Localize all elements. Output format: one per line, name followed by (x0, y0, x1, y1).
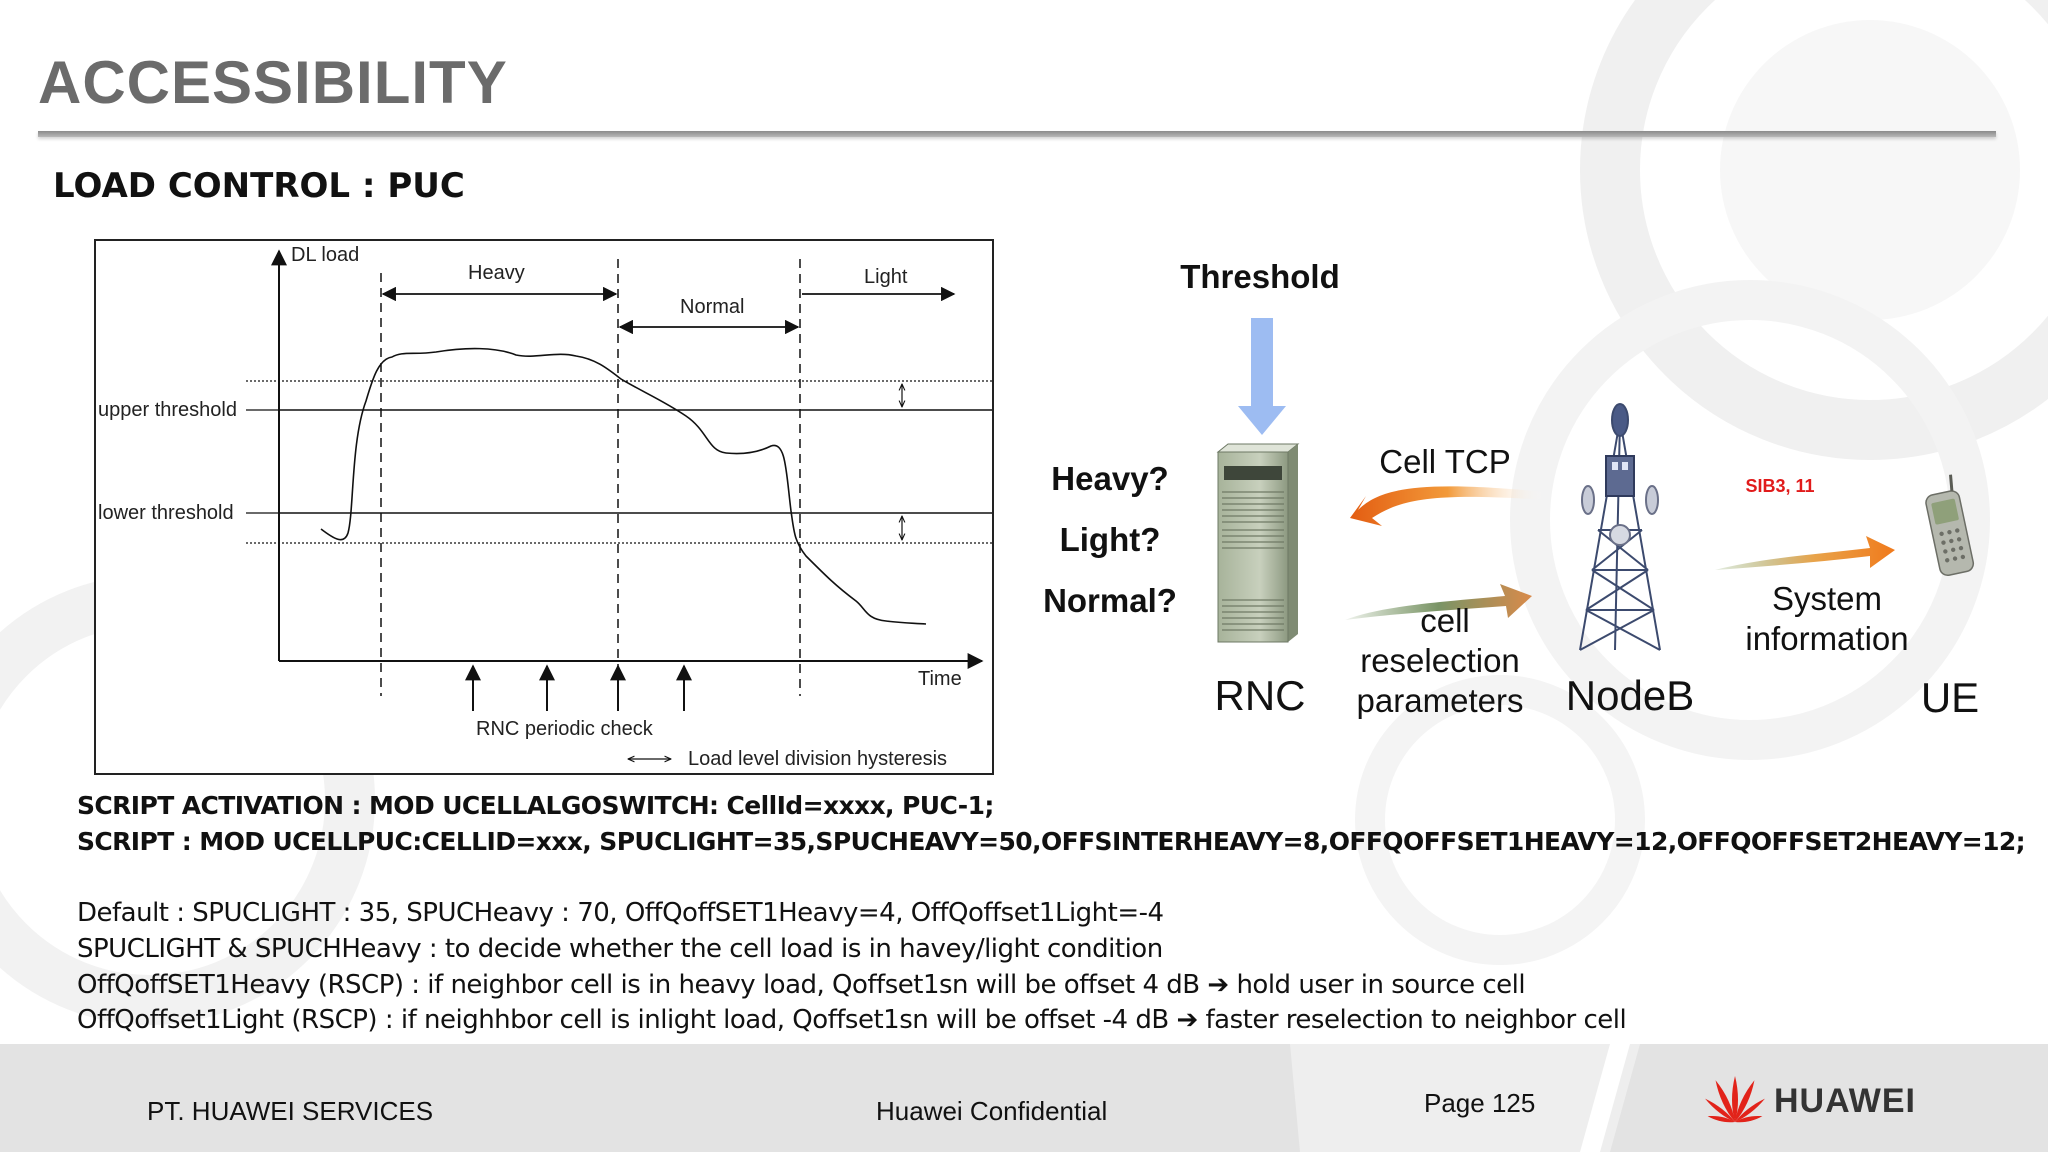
sib-label: SIB3, 11 (1745, 476, 1815, 496)
title-divider (38, 131, 1996, 137)
cell-reselection-line-2: reselection (1360, 642, 1520, 679)
question-normal: Normal? (1043, 582, 1177, 619)
slide-subtitle: LOAD CONTROL : PUC (53, 166, 465, 206)
system-info-line-2: information (1745, 620, 1909, 657)
note-heavy: OffQoffSET1Heavy (RSCP) : if neighbor ce… (77, 970, 1526, 1000)
rnc-label: RNC (1214, 672, 1306, 719)
huawei-flower-icon (1705, 1076, 1765, 1123)
threshold-arrow (1238, 318, 1286, 435)
note-default: Default : SPUCLIGHT : 35, SPUCHeavy : 70… (77, 898, 1164, 928)
nodeb-tower-icon (1579, 403, 1661, 651)
slide-title: ACCESSIBILITY (38, 49, 508, 116)
footer-decoration (1290, 1044, 1640, 1152)
note-light-result: faster reselection to neighbor cell (1205, 1005, 1627, 1035)
note-light: OffQoffset1Light (RSCP) : if neighhbor c… (77, 1005, 1627, 1035)
right-arrow-icon: ➔ (1207, 970, 1229, 1000)
cell-tcp-label: Cell TCP (1379, 443, 1511, 480)
rnc-server-icon (1216, 443, 1300, 643)
ue-label: UE (1920, 674, 1980, 721)
question-light: Light? (1059, 521, 1161, 558)
x-axis-label: Time (918, 668, 962, 690)
note-spuc: SPUCLIGHT & SPUCHHeavy : to decide wheth… (77, 934, 1163, 964)
note-heavy-text: OffQoffSET1Heavy (RSCP) : if neighbor ce… (77, 970, 1200, 1000)
footer-company: PT. HUAWEI SERVICES (147, 1096, 434, 1126)
cell-reselection-arrow (1345, 584, 1532, 620)
upper-threshold-label: upper threshold (98, 399, 237, 421)
hysteresis-legend-label: Load level division hysteresis (688, 748, 947, 770)
slide-footer: PT. HUAWEI SERVICES Huawei Confidential … (0, 1044, 2048, 1152)
light-zone-label: Light (864, 266, 908, 288)
script-command-line: SCRIPT : MOD UCELLPUC:CELLID=xxx, SPUCLI… (77, 827, 2026, 856)
script-activation-line: SCRIPT ACTIVATION : MOD UCELLALGOSWITCH:… (77, 791, 994, 820)
normal-zone-label: Normal (680, 296, 744, 318)
cell-tcp-arrow (1350, 486, 1545, 526)
system-information-arrow (1715, 536, 1895, 570)
note-light-text: OffQoffset1Light (RSCP) : if neighhbor c… (77, 1005, 1169, 1035)
note-heavy-result: hold user in source cell (1236, 970, 1526, 1000)
nodeb-label: NodeB (1565, 672, 1695, 719)
cell-reselection-line-3: parameters (1356, 682, 1524, 719)
question-heavy: Heavy? (1051, 460, 1169, 497)
huawei-logo: HUAWEI (1700, 1070, 1940, 1130)
y-axis-label: DL load (291, 244, 359, 266)
footer-confidential: Huawei Confidential (876, 1096, 1108, 1126)
cell-reselection-line-1: cell (1420, 602, 1470, 639)
ue-phone-icon (1925, 474, 1975, 577)
system-info-line-1: System (1771, 580, 1883, 617)
heavy-zone-label: Heavy (468, 262, 525, 284)
load-level-chart: DL load Time upper threshold lower thres… (94, 239, 994, 775)
right-arrow-icon: ➔ (1176, 1005, 1198, 1035)
puc-architecture-diagram: Threshold Heavy? Light? Normal? RNC Cell… (1000, 230, 2030, 750)
lower-threshold-label: lower threshold (98, 502, 234, 524)
periodic-check-label: RNC periodic check (476, 718, 654, 740)
huawei-wordmark: HUAWEI (1774, 1082, 1916, 1120)
threshold-label: Threshold (1180, 258, 1340, 295)
dl-load-curve (320, 347, 927, 625)
footer-page-number: Page 125 (1424, 1088, 1536, 1118)
